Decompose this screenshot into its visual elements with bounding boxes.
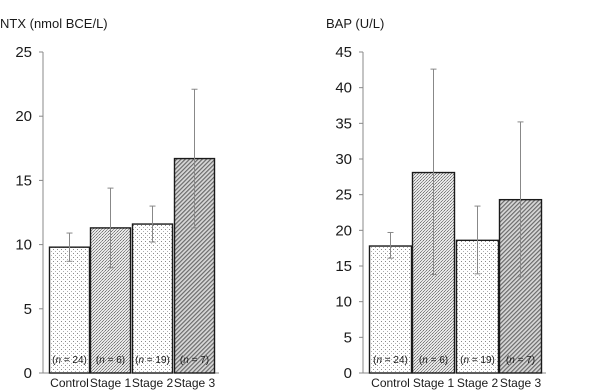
chart-bap-bars: [368, 171, 543, 374]
chart-bap-categories: Control Stage 1 Stage 2 Stage 3: [371, 376, 541, 390]
y-tick-label: 45: [335, 44, 352, 61]
chart-ntx-title: NTX (nmol BCE/L): [0, 16, 108, 31]
category-label: Stage 2: [132, 376, 174, 390]
n-label: (n = 19): [135, 355, 170, 366]
chart-bap-n-labels: (n = 24) (n = 6) (n = 19) (n = 7): [373, 355, 535, 366]
y-tick-label: 25: [335, 187, 352, 204]
y-tick-label: 10: [335, 294, 352, 311]
chart-bap-error-bars: [387, 68, 524, 278]
category-label: Control: [50, 376, 89, 390]
chart-ntx-categories: Control Stage 1 Stage 2 Stage 3: [50, 376, 215, 390]
y-tick-label: 30: [335, 151, 352, 168]
n-label: (n = 19): [460, 355, 495, 366]
category-label: Stage 3: [500, 376, 542, 390]
bar: [368, 245, 413, 374]
chart-bap-title: BAP (U/L): [326, 16, 384, 31]
y-tick-label: 15: [15, 172, 32, 189]
bar: [131, 223, 174, 374]
n-label: (n = 6): [96, 355, 125, 366]
y-tick-label: 20: [15, 108, 32, 125]
n-label: (n = 7): [180, 355, 209, 366]
y-tick-label: 40: [335, 80, 352, 97]
y-tick-label: 5: [24, 301, 32, 318]
chart-ntx-bars: [48, 157, 216, 374]
category-label: Stage 3: [174, 376, 216, 390]
category-label: Stage 2: [457, 376, 499, 390]
y-tick-label: 35: [335, 115, 352, 132]
chart-bap-y-axis: 0 5 10 15 20 25 30 35 40 45: [335, 44, 546, 382]
category-label: Stage 1: [413, 376, 455, 390]
n-label: (n = 7): [506, 355, 535, 366]
category-label: Control: [371, 376, 410, 390]
chart-ntx-error-bars: [66, 88, 198, 269]
y-tick-label: 20: [335, 222, 352, 239]
y-tick-label: 5: [344, 329, 352, 346]
y-tick-label: 25: [15, 44, 32, 61]
n-label: (n = 24): [52, 355, 87, 366]
bar: [48, 246, 91, 374]
y-tick-label: 10: [15, 237, 32, 254]
n-label: (n = 24): [373, 355, 408, 366]
y-tick-label: 15: [335, 258, 352, 275]
n-label: (n = 6): [419, 355, 448, 366]
chart-ntx-n-labels: (n = 24) (n = 6) (n = 19) (n = 7): [52, 355, 209, 366]
y-tick-label: 0: [344, 365, 352, 382]
category-label: Stage 1: [90, 376, 132, 390]
y-tick-label: 0: [24, 365, 32, 382]
